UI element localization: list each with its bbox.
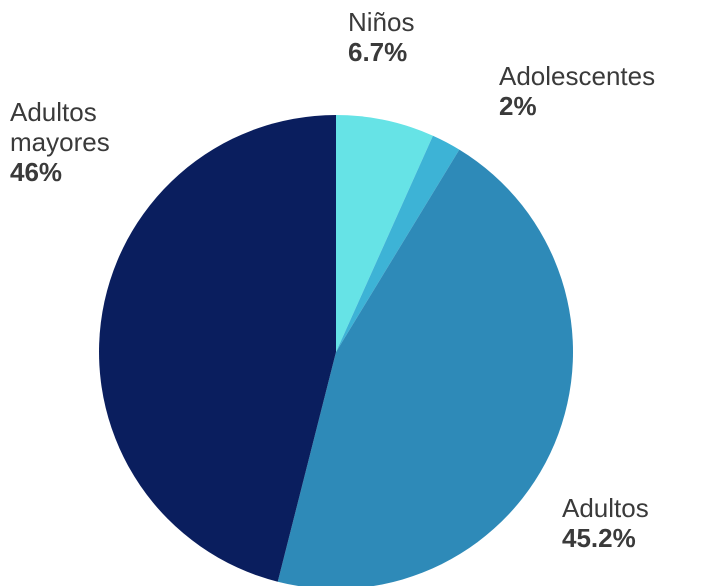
- slice-label-ninos: Niños 6.7%: [348, 7, 415, 68]
- slice-label-adultos: Adultos 45.2%: [562, 493, 649, 554]
- slice-name-adultos: Adultos: [562, 493, 649, 523]
- pie-slice-adultos-mayores: [99, 115, 336, 582]
- slice-label-adolescentes: Adolescentes 2%: [499, 61, 656, 122]
- pie-slice-adolescentes: [336, 135, 460, 352]
- slice-name-adolescentes: Adolescentes: [499, 61, 656, 91]
- slice-percent-adultos-mayores: 46%: [10, 156, 63, 187]
- slice-percent-adolescentes: 2%: [499, 90, 537, 121]
- pie-slice-adultos: [277, 149, 574, 586]
- slice-percent-adultos: 45.2%: [562, 522, 636, 553]
- pie-slices: [99, 115, 574, 586]
- slice-name-ninos: Niños: [348, 7, 415, 37]
- slice-label-adultos-mayores: Adultos mayores 46%: [10, 97, 150, 188]
- slice-percent-ninos: 6.7%: [348, 36, 408, 67]
- pie-slice-ninos: [336, 115, 433, 352]
- slice-name-adultos-mayores: Adultos mayores: [10, 97, 110, 157]
